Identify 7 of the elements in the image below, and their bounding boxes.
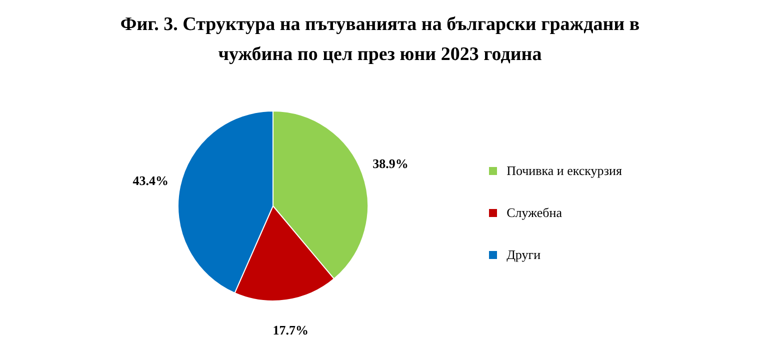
data-label: 17.7% — [272, 322, 308, 338]
data-label: 38.9% — [372, 156, 408, 171]
legend-label: Служебна — [506, 205, 562, 221]
chart-title: Фиг. 3. Структура на пътуванията на български граждани в чужбина по цел през юни 2023 година — [119, 13, 641, 67]
legend-label: Други — [506, 247, 541, 263]
data-label: 43.4% — [132, 172, 169, 188]
legend-label: Почивка и екскурзия — [506, 163, 622, 179]
